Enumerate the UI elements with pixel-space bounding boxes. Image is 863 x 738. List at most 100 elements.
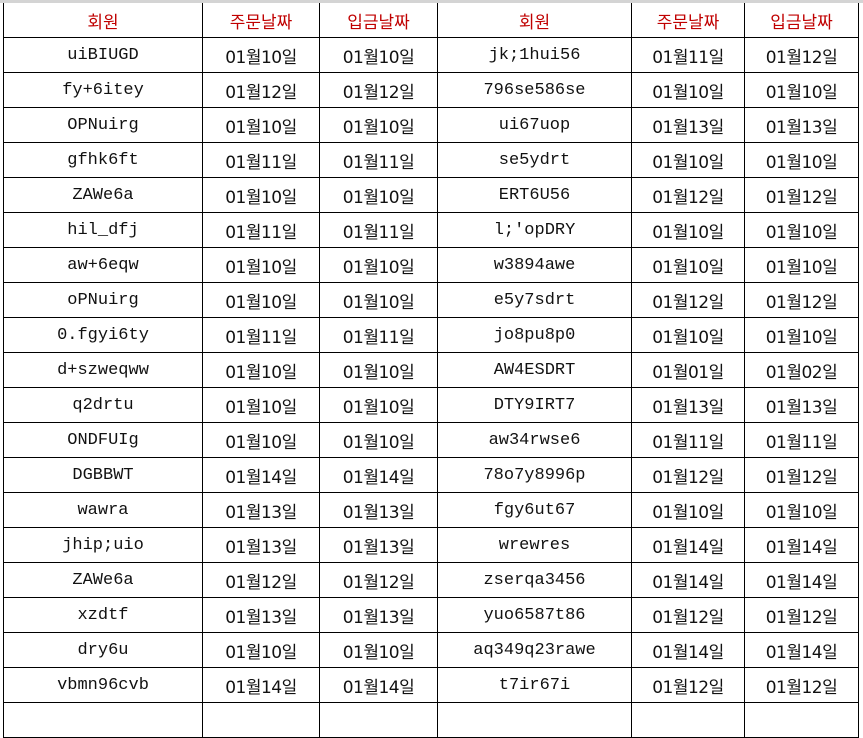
payment-date-cell[interactable]: 01월10일 [319, 107, 438, 143]
member-cell[interactable]: aw34rwse6 [437, 422, 632, 458]
member-cell[interactable]: DGBBWT [3, 457, 203, 493]
payment-date-cell[interactable]: 01월10일 [744, 212, 859, 248]
order-date-cell[interactable]: 01월10일 [202, 37, 320, 73]
payment-date-cell[interactable]: 01월10일 [744, 142, 859, 178]
member-cell[interactable]: xzdtf [3, 597, 203, 633]
order-date-cell[interactable]: 01월14일 [631, 527, 745, 563]
payment-date-cell[interactable]: 01월13일 [744, 387, 859, 423]
payment-date-cell[interactable] [744, 702, 859, 738]
order-date-cell[interactable]: 01월12일 [631, 457, 745, 493]
order-date-cell[interactable]: 01월10일 [631, 212, 745, 248]
payment-date-cell[interactable]: 01월10일 [319, 387, 438, 423]
member-cell[interactable]: ZAWe6a [3, 562, 203, 598]
payment-date-cell[interactable]: 01월10일 [744, 492, 859, 528]
order-date-cell[interactable]: 01월12일 [631, 282, 745, 318]
member-cell[interactable]: yuo6587t86 [437, 597, 632, 633]
payment-date-cell[interactable]: 01월11일 [319, 317, 438, 353]
order-date-cell[interactable]: 01월10일 [202, 247, 320, 283]
order-date-cell[interactable]: 01월11일 [202, 142, 320, 178]
member-cell[interactable]: w3894awe [437, 247, 632, 283]
order-date-cell[interactable] [202, 702, 320, 738]
order-date-cell[interactable]: 01월10일 [631, 247, 745, 283]
payment-date-cell[interactable]: 01월13일 [319, 492, 438, 528]
order-date-cell[interactable]: 01월12일 [202, 562, 320, 598]
order-date-cell[interactable]: 01월10일 [202, 422, 320, 458]
member-cell[interactable] [437, 702, 632, 738]
member-cell[interactable]: zserqa3456 [437, 562, 632, 598]
member-cell[interactable]: uiBIUGD [3, 37, 203, 73]
order-date-cell[interactable]: 01월13일 [631, 107, 745, 143]
payment-date-cell[interactable]: 01월14일 [744, 527, 859, 563]
member-cell[interactable]: q2drtu [3, 387, 203, 423]
member-cell[interactable]: gfhk6ft [3, 142, 203, 178]
header-payment-date[interactable]: 입금날짜 [319, 3, 438, 38]
payment-date-cell[interactable]: 01월12일 [319, 562, 438, 598]
payment-date-cell[interactable]: 01월02일 [744, 352, 859, 388]
payment-date-cell[interactable]: 01월14일 [319, 457, 438, 493]
order-date-cell[interactable]: 01월10일 [202, 387, 320, 423]
header-member[interactable]: 회원 [3, 3, 203, 38]
payment-date-cell[interactable]: 01월10일 [319, 422, 438, 458]
member-cell[interactable]: fy+6itey [3, 72, 203, 108]
member-cell[interactable]: ERT6U56 [437, 177, 632, 213]
payment-date-cell[interactable]: 01월13일 [319, 597, 438, 633]
order-date-cell[interactable]: 01월10일 [631, 72, 745, 108]
member-cell[interactable]: hil_dfj [3, 212, 203, 248]
payment-date-cell[interactable]: 01월12일 [744, 282, 859, 318]
member-cell[interactable]: oPNuirg [3, 282, 203, 318]
member-cell[interactable]: dry6u [3, 632, 203, 668]
payment-date-cell[interactable]: 01월10일 [744, 317, 859, 353]
header-payment-date[interactable]: 입금날짜 [744, 3, 859, 38]
payment-date-cell[interactable]: 01월13일 [744, 107, 859, 143]
order-date-cell[interactable]: 01월13일 [631, 387, 745, 423]
order-date-cell[interactable]: 01월01일 [631, 352, 745, 388]
order-date-cell[interactable]: 01월10일 [202, 177, 320, 213]
member-cell[interactable]: OPNuirg [3, 107, 203, 143]
member-cell[interactable]: wrewres [437, 527, 632, 563]
payment-date-cell[interactable]: 01월10일 [319, 177, 438, 213]
payment-date-cell[interactable]: 01월12일 [744, 597, 859, 633]
member-cell[interactable]: se5ydrt [437, 142, 632, 178]
order-date-cell[interactable]: 01월14일 [631, 632, 745, 668]
order-date-cell[interactable]: 01월11일 [202, 212, 320, 248]
order-date-cell[interactable]: 01월10일 [202, 352, 320, 388]
header-member[interactable]: 회원 [437, 3, 632, 38]
payment-date-cell[interactable]: 01월12일 [744, 177, 859, 213]
member-cell[interactable]: 78o7y8996p [437, 457, 632, 493]
order-date-cell[interactable]: 01월10일 [202, 107, 320, 143]
header-order-date[interactable]: 주문날짜 [202, 3, 320, 38]
payment-date-cell[interactable]: 01월13일 [319, 527, 438, 563]
payment-date-cell[interactable]: 01월14일 [744, 562, 859, 598]
member-cell[interactable]: d+szweqww [3, 352, 203, 388]
payment-date-cell[interactable]: 01월10일 [744, 247, 859, 283]
payment-date-cell[interactable]: 01월11일 [319, 142, 438, 178]
payment-date-cell[interactable]: 01월10일 [319, 247, 438, 283]
order-date-cell[interactable]: 01월12일 [631, 177, 745, 213]
order-date-cell[interactable]: 01월14일 [202, 457, 320, 493]
payment-date-cell[interactable]: 01월10일 [319, 632, 438, 668]
order-date-cell[interactable]: 01월12일 [202, 72, 320, 108]
order-date-cell[interactable]: 01월11일 [202, 317, 320, 353]
member-cell[interactable]: fgy6ut67 [437, 492, 632, 528]
payment-date-cell[interactable]: 01월12일 [744, 37, 859, 73]
payment-date-cell[interactable] [319, 702, 438, 738]
member-cell[interactable]: wawra [3, 492, 203, 528]
member-cell[interactable]: e5y7sdrt [437, 282, 632, 318]
member-cell[interactable]: AW4ESDRT [437, 352, 632, 388]
payment-date-cell[interactable]: 01월12일 [744, 667, 859, 703]
payment-date-cell[interactable]: 01월14일 [744, 632, 859, 668]
order-date-cell[interactable]: 01월10일 [631, 142, 745, 178]
payment-date-cell[interactable]: 01월11일 [744, 422, 859, 458]
member-cell[interactable]: DTY9IRT7 [437, 387, 632, 423]
member-cell[interactable]: 796se586se [437, 72, 632, 108]
order-date-cell[interactable]: 01월11일 [631, 422, 745, 458]
order-date-cell[interactable]: 01월11일 [631, 37, 745, 73]
order-date-cell[interactable]: 01월14일 [631, 562, 745, 598]
order-date-cell[interactable]: 01월12일 [631, 667, 745, 703]
order-date-cell[interactable]: 01월14일 [202, 667, 320, 703]
order-date-cell[interactable]: 01월13일 [202, 597, 320, 633]
member-cell[interactable]: jk;1hui56 [437, 37, 632, 73]
member-cell[interactable]: vbmn96cvb [3, 667, 203, 703]
header-order-date[interactable]: 주문날짜 [631, 3, 745, 38]
member-cell[interactable]: ui67uop [437, 107, 632, 143]
